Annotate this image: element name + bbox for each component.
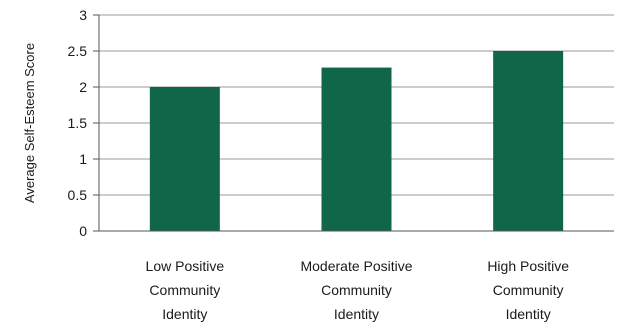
bar bbox=[321, 67, 392, 231]
y-tick-label: 1.5 bbox=[68, 115, 88, 131]
x-category-label: High Positive bbox=[487, 258, 569, 274]
bars bbox=[149, 51, 564, 231]
x-category-label: Moderate Positive bbox=[300, 258, 412, 274]
y-axis-title: Average Self-Esteem Score bbox=[22, 43, 37, 203]
x-category-label: Community bbox=[149, 282, 220, 298]
y-tick-label: 3 bbox=[79, 7, 87, 23]
x-category-label: Identity bbox=[506, 306, 551, 322]
x-category-label: Identity bbox=[162, 306, 207, 322]
y-tick-label: 2.5 bbox=[68, 43, 88, 59]
x-category-label: Low Positive bbox=[146, 258, 225, 274]
x-category-label: Community bbox=[493, 282, 564, 298]
bar bbox=[149, 87, 220, 231]
y-tick-labels: 0 0.5 1 1.5 2 2.5 3 bbox=[68, 7, 88, 239]
bar bbox=[493, 51, 564, 231]
x-category-label: Community bbox=[321, 282, 392, 298]
y-tick-label: 2 bbox=[79, 79, 87, 95]
x-category-labels: Low Positive Community Identity Moderate Po… bbox=[146, 258, 570, 322]
x-category-label: Identity bbox=[334, 306, 379, 322]
y-tick-label: 0.5 bbox=[68, 187, 88, 203]
y-tick-label: 0 bbox=[79, 223, 87, 239]
axes bbox=[98, 15, 614, 232]
y-tick-label: 1 bbox=[79, 151, 87, 167]
